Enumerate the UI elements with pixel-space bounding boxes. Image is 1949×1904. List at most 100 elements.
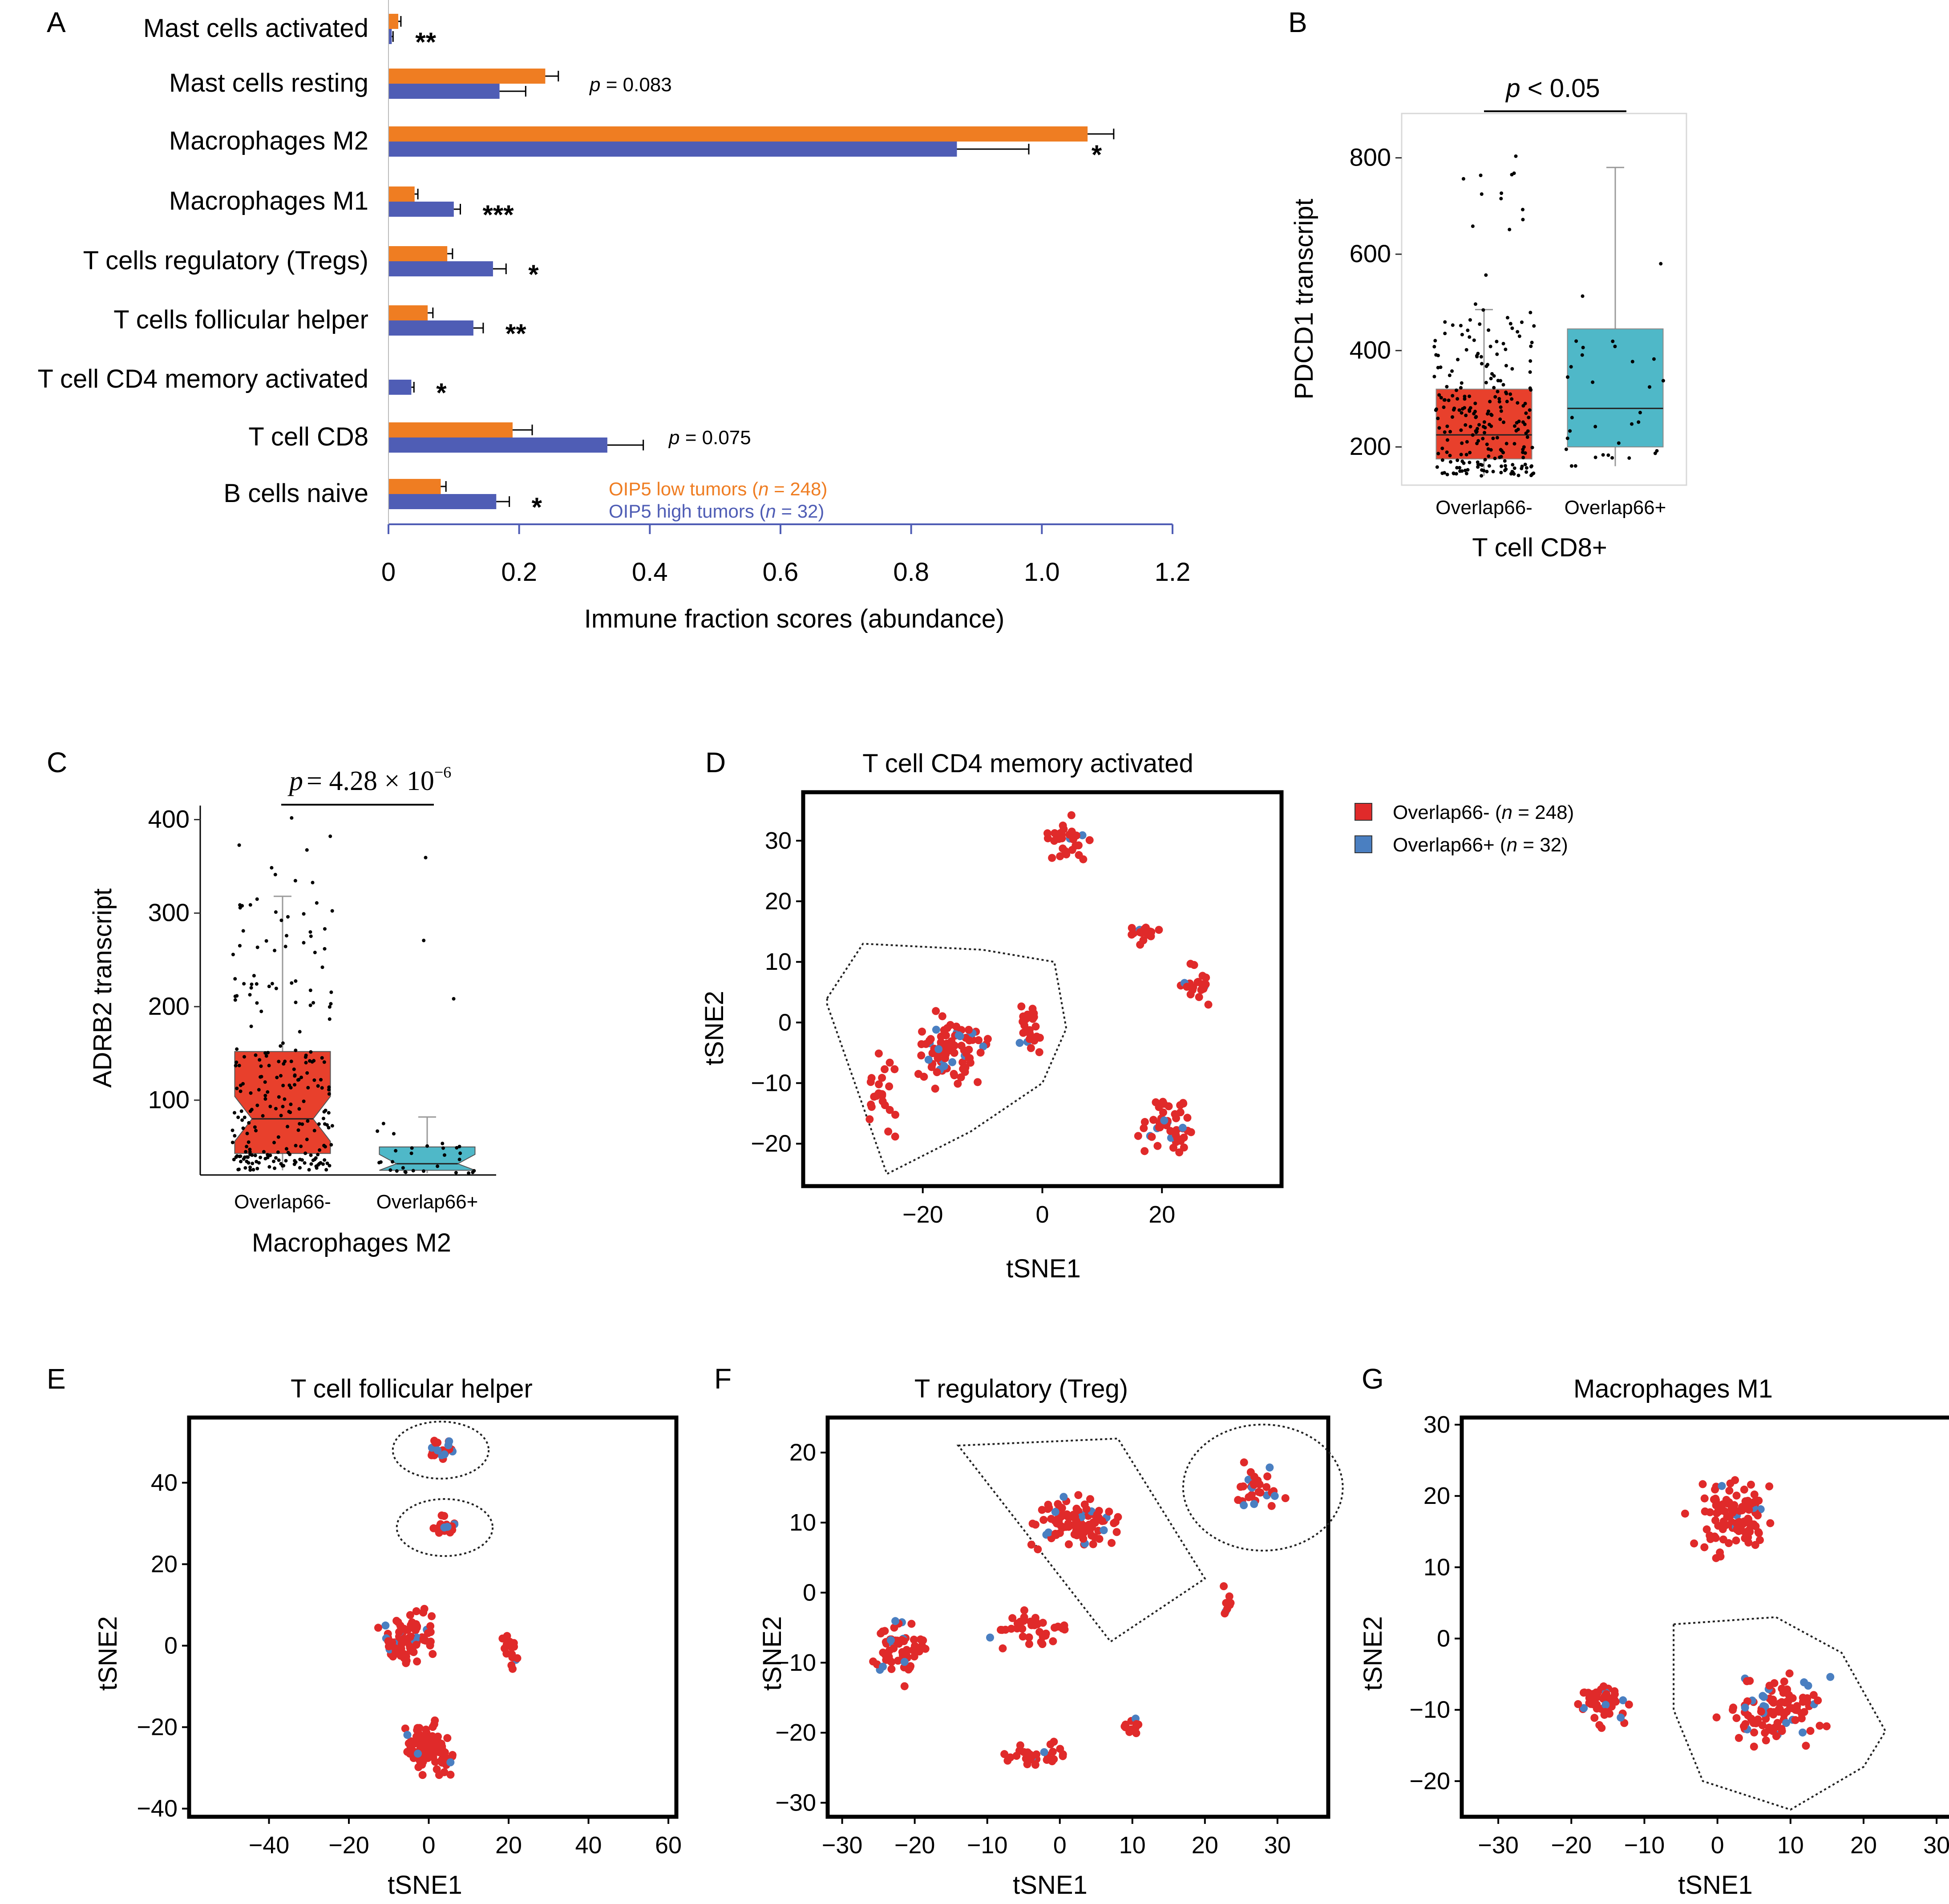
data-point: [1473, 302, 1477, 306]
point-overlap66-negative: [865, 1115, 874, 1123]
data-point: [296, 1128, 300, 1132]
x-tick-label: 30: [1264, 1832, 1291, 1859]
point-overlap66-negative: [1190, 961, 1198, 969]
data-point: [391, 1160, 395, 1164]
data-point: [1504, 442, 1508, 446]
point-overlap66-negative: [885, 1082, 894, 1091]
data-point: [1488, 422, 1492, 426]
point-overlap66-negative: [890, 1065, 899, 1074]
x-tick-label: 20: [1192, 1832, 1218, 1859]
x-tick-label: 10: [1119, 1832, 1146, 1859]
cluster-outline: [1182, 1423, 1344, 1552]
point-overlap66-negative: [1186, 990, 1195, 999]
data-point: [1516, 330, 1520, 334]
panel-a-bars: [388, 14, 1115, 509]
point-overlap66-negative: [950, 1041, 959, 1050]
point-overlap66-positive: [979, 1042, 987, 1051]
data-point: [241, 1082, 245, 1086]
x-tick-label: 0.4: [632, 558, 668, 587]
x-tick-label: 0.2: [501, 558, 537, 587]
data-point: [318, 1148, 322, 1152]
data-point: [1569, 365, 1573, 369]
data-point: [1524, 411, 1528, 415]
data-point: [1473, 409, 1477, 413]
data-point: [242, 1055, 246, 1059]
data-point: [1492, 374, 1496, 378]
panel-a: A Mast cells activated Mast cells resting…: [38, 0, 1190, 633]
point-overlap66-negative: [966, 1054, 974, 1062]
point-overlap66-negative: [1110, 1519, 1118, 1527]
point-overlap66-negative: [1574, 1700, 1582, 1708]
category-label: Macrophages M1: [169, 186, 368, 215]
data-point: [319, 1161, 323, 1165]
data-point: [1445, 450, 1449, 454]
x-tick-label: −10: [967, 1832, 1008, 1859]
category-label: Macrophages M2: [169, 126, 368, 155]
panel-f-y-label: tSNE2: [758, 1616, 787, 1691]
point-overlap66-negative: [1072, 1517, 1081, 1525]
data-point: [248, 1168, 252, 1172]
data-point: [239, 1109, 243, 1113]
point-overlap66-negative: [1806, 1727, 1815, 1735]
data-point: [279, 1074, 283, 1078]
data-point: [1495, 436, 1499, 440]
panel-letter-a: A: [47, 6, 66, 38]
data-point: [1440, 458, 1444, 462]
data-point: [1503, 464, 1507, 468]
y-tick-label: −40: [137, 1795, 178, 1822]
data-point: [457, 1158, 461, 1162]
point-overlap66-negative: [934, 1054, 942, 1062]
data-point: [1617, 441, 1621, 445]
data-point: [1499, 470, 1503, 474]
point-overlap66-negative: [431, 1758, 440, 1766]
point-overlap66-negative: [1802, 1742, 1810, 1750]
point-overlap66-negative: [446, 1770, 455, 1779]
data-point: [323, 927, 327, 931]
data-point: [1504, 348, 1508, 352]
point-overlap66-negative: [400, 1624, 408, 1633]
data-point: [232, 1158, 236, 1162]
data-point: [1499, 409, 1503, 413]
data-point: [276, 1150, 280, 1154]
bar: [388, 186, 415, 202]
point-overlap66-negative: [1072, 831, 1080, 840]
panel-b-y-label: PDCD1 transcript: [1290, 199, 1318, 399]
data-point: [263, 1080, 267, 1084]
data-point: [1434, 407, 1438, 411]
point-overlap66-negative: [1193, 978, 1202, 986]
data-point: [330, 909, 334, 913]
point-overlap66-positive: [403, 1731, 412, 1739]
bar: [388, 126, 1088, 142]
panel-g: G Macrophages M1 −30 −20 −10 0 10 20 30 −20 −10 0…: [1359, 1363, 1949, 1900]
data-point: [1459, 428, 1463, 432]
data-point: [272, 1141, 276, 1145]
point-overlap66-negative: [1195, 993, 1203, 1001]
data-point: [1445, 385, 1449, 389]
data-point: [283, 1097, 287, 1101]
point-overlap66-positive: [1826, 1673, 1835, 1681]
point-overlap66-negative: [914, 1070, 922, 1078]
data-point: [1484, 273, 1488, 277]
point-overlap66-negative: [907, 1620, 916, 1628]
data-point: [1521, 404, 1525, 408]
data-point: [327, 1126, 331, 1130]
point-overlap66-negative: [1027, 1540, 1035, 1549]
data-point: [1487, 328, 1491, 332]
data-point: [255, 897, 259, 901]
point-overlap66-negative: [887, 1665, 896, 1673]
panel-e-title: T cell follicular helper: [291, 1374, 533, 1403]
point-overlap66-negative: [1060, 1621, 1068, 1630]
point-overlap66-negative: [1028, 1519, 1037, 1528]
point-overlap66-negative: [1148, 1133, 1156, 1141]
point-overlap66-negative: [426, 1628, 435, 1636]
y-tick-label: 0: [1437, 1625, 1450, 1652]
bar: [388, 380, 412, 395]
data-point: [245, 1159, 249, 1163]
data-point: [1468, 394, 1472, 398]
category-label: T cell CD8: [248, 422, 368, 451]
data-point: [1443, 332, 1447, 336]
y-tick-label: 10: [789, 1509, 816, 1536]
data-point: [248, 1165, 252, 1169]
point-overlap66-negative: [1080, 1500, 1089, 1509]
data-point: [309, 1153, 313, 1157]
